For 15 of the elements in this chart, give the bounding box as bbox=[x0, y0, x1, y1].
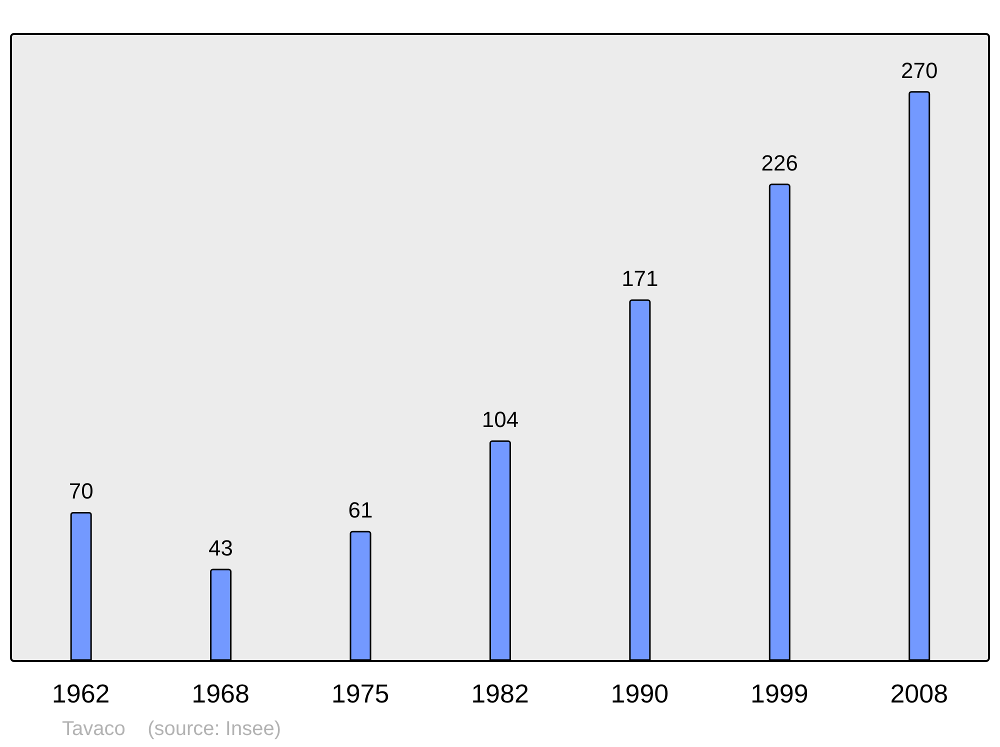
data-label: 270 bbox=[901, 58, 938, 83]
x-tick-label: 1990 bbox=[610, 678, 669, 708]
x-tick-label: 2008 bbox=[890, 678, 948, 708]
data-label: 171 bbox=[622, 266, 658, 292]
data-label: 70 bbox=[68, 478, 94, 504]
data-label: 226 bbox=[761, 150, 798, 176]
data-label: 43 bbox=[208, 536, 234, 561]
x-tick-label: 1962 bbox=[52, 678, 110, 708]
x-tick-label: 1999 bbox=[750, 678, 808, 708]
data-label: 104 bbox=[482, 407, 519, 432]
text: Tavaco (source: Insee) bbox=[62, 718, 281, 741]
x-tick-label: 1975 bbox=[331, 678, 390, 708]
x-tick-label: 1968 bbox=[192, 678, 250, 708]
x-tick-label: 1982 bbox=[471, 678, 529, 708]
data-label: 61 bbox=[348, 498, 373, 523]
